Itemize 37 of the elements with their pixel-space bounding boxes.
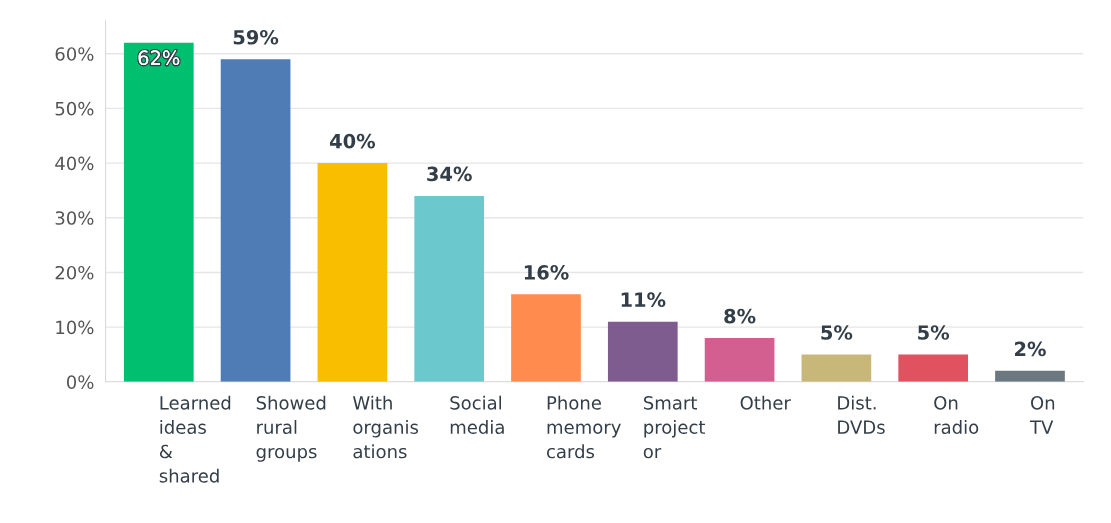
x-tick-label: Phone memory cards [546,395,621,459]
data-label: 11% [621,292,666,308]
x-tick-label: Dist. DVDs [838,395,885,434]
bar [414,195,485,382]
x-tick-label: Other [740,395,791,410]
y-tick-label: 30% [55,211,94,225]
data-label: 2% [1015,341,1046,357]
x-tick-label: With organis ations [352,395,419,459]
y-tick-label: 20% [55,265,94,280]
data-label: 34% [427,166,472,182]
x-tick-label: Showed rural groups [256,395,326,462]
data-label: 59% [233,29,279,45]
bar [317,163,388,382]
bar [898,354,969,382]
y-tick-label: 40% [55,156,94,171]
bar [220,59,291,382]
data-label: 62% [138,50,180,66]
x-tick-label: Smart project or [643,396,706,459]
bar [511,294,581,382]
x-tick-label: Learned ideas & shared [159,395,231,483]
y-tick-label: 60% [55,47,94,61]
bar [607,321,678,382]
bar [801,354,872,382]
x-tick-label: On TV [1029,396,1055,434]
bar [704,338,775,382]
y-tick-label: 10% [56,320,94,335]
y-tick-label: 50% [55,101,94,116]
data-label: 16% [524,265,569,280]
data-label: 40% [329,133,376,149]
y-tick-label: 0% [66,375,94,389]
data-label: 5% [918,325,950,340]
bar [123,42,194,382]
bar [995,370,1065,382]
x-tick-label: Social media [450,395,504,434]
data-label: 5% [821,325,853,340]
x-tick-label: On radio [934,396,979,434]
data-label: 8% [724,308,756,324]
